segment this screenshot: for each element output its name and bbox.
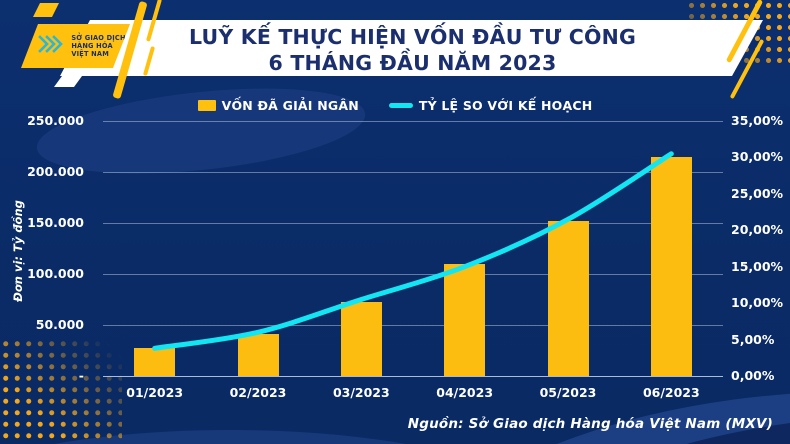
right-axis-tick-label: 5,00% [731, 331, 775, 347]
gridline [103, 274, 723, 275]
legend-line-label: TỶ LỆ SO VỚI KẾ HOẠCH [418, 98, 593, 113]
right-axis-tick-label: 25,00% [731, 185, 784, 201]
bar-05/2023 [547, 220, 589, 376]
x-axis-label-02/2023: 02/2023 [229, 385, 287, 400]
chart-title: LUỸ KẾ THỰC HIỆN VỐN ĐẦU TƯ CÔNG 6 THÁNG… [60, 24, 765, 76]
legend-bar-label: VỐN ĐÃ GIẢI NGÂN [221, 98, 359, 113]
right-axis-tick-label: 20,00% [731, 222, 784, 238]
bar-03/2023 [340, 301, 382, 376]
left-axis-tick-label: 50.000 [35, 317, 84, 332]
x-axis-label-06/2023: 06/2023 [642, 385, 700, 400]
right-axis-tick-label: 35,00% [731, 113, 784, 128]
halftone-dots-pattern [0, 338, 122, 444]
gridline [103, 121, 723, 122]
bar-02/2023 [237, 334, 279, 376]
gridline [103, 376, 723, 377]
mxv-logo-icon [37, 32, 67, 60]
gridline [103, 172, 723, 173]
bar-swatch-icon [197, 100, 216, 111]
x-axis-label-04/2023: 04/2023 [436, 385, 494, 400]
trend-line [152, 151, 674, 351]
left-axis-tick-label: 100.000 [27, 266, 84, 281]
source-credit: Nguồn: Sở Giao dịch Hàng hóa Việt Nam (M… [407, 416, 773, 432]
left-axis-tick-label: 250.000 [27, 113, 84, 128]
legend-item-bars: VỐN ĐÃ GIẢI NGÂN [197, 98, 359, 113]
mxv-logo: SỞ GIAO DỊCH HÀNG HÓA VIỆT NAM [21, 24, 130, 68]
logo-text-line: SỞ GIAO DỊCH [71, 33, 126, 42]
plot-area [103, 121, 723, 377]
chart-title-line2: 6 THÁNG ĐẦU NĂM 2023 [268, 51, 557, 75]
right-axis-ticks: 35,00% 30,00% 25,00% 20,00% 15,00% 10,00% 5,00… [731, 113, 790, 383]
bar-04/2023 [444, 263, 486, 376]
x-axis-label-05/2023: 05/2023 [539, 385, 597, 400]
x-axis-label-03/2023: 03/2023 [332, 385, 390, 400]
gridline [103, 223, 723, 224]
trend-line-layer [152, 151, 674, 351]
gridline [103, 325, 723, 326]
left-axis-tick-label: - [78, 368, 84, 383]
right-axis-tick-label: 30,00% [731, 149, 784, 165]
left-axis-ticks: 250.000 200.000 150.000 100.000 50.000 - [0, 113, 88, 383]
x-axis-label-01/2023: 01/2023 [126, 385, 184, 400]
right-axis-tick-label: 10,00% [731, 295, 784, 311]
title-banner [60, 20, 763, 76]
left-axis-tick-label: 200.000 [27, 164, 84, 179]
logo-text-line: VIỆT NAM [71, 50, 109, 59]
chart-legend: VỐN ĐÃ GIẢI NGÂN TỶ LỆ SO VỚI KẾ HOẠCH [0, 98, 790, 113]
left-axis-tick-label: 150.000 [27, 215, 84, 230]
right-axis-tick-label: 15,00% [731, 258, 784, 274]
decorative-quad [54, 76, 82, 87]
legend-item-line: TỶ LỆ SO VỚI KẾ HOẠCH [388, 98, 593, 113]
bar-06/2023 [650, 156, 692, 376]
mxv-logo-text: SỞ GIAO DỊCH HÀNG HÓA VIỆT NAM [71, 34, 125, 59]
bar-01/2023 [134, 348, 176, 376]
chart-title-line1: LUỸ KẾ THỰC HIỆN VỐN ĐẦU TƯ CÔNG [188, 25, 637, 49]
line-swatch-icon [388, 103, 413, 108]
decorative-quad [33, 3, 59, 17]
x-axis-labels: 01/2023 02/2023 03/2023 04/2023 05/2023 06/20… [103, 385, 723, 403]
right-axis-tick-label: 0,00% [731, 368, 775, 383]
logo-text-line: HÀNG HÓA [71, 41, 113, 50]
